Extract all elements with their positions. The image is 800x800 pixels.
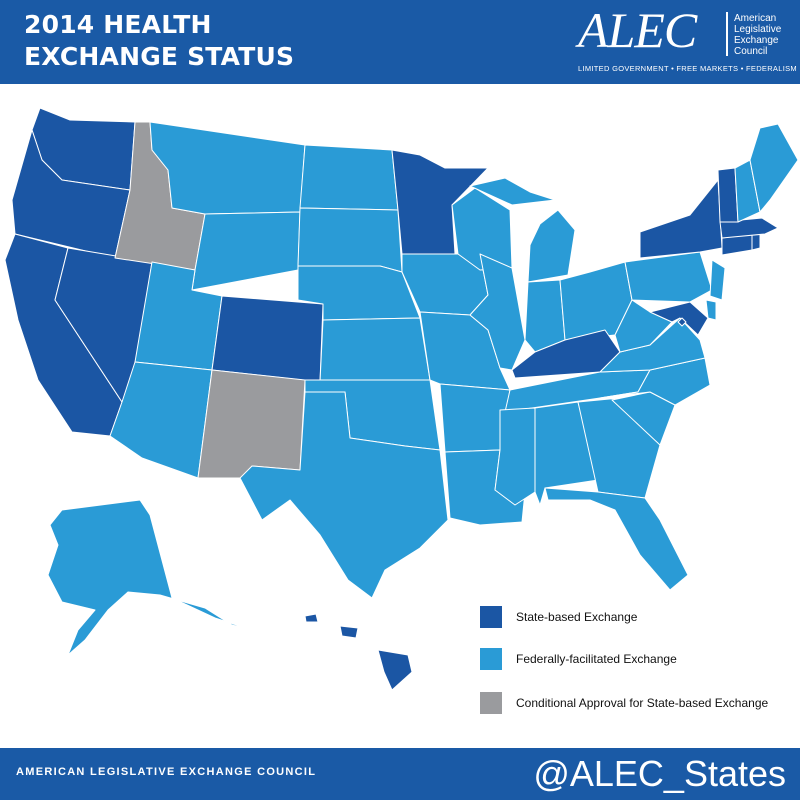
state-ND[interactable]	[299, 144, 399, 211]
state-MT[interactable]	[149, 121, 306, 215]
state-KS[interactable]	[319, 317, 431, 383]
state-TX[interactable]	[239, 391, 449, 599]
page-title: 2014 HEALTH EXCHANGE STATUS	[24, 9, 294, 73]
state-KY[interactable]	[511, 329, 621, 379]
state-CO[interactable]	[211, 295, 324, 383]
state-DC[interactable]	[677, 317, 687, 327]
legend-item-state-based: State-based Exchange	[480, 604, 637, 630]
state-MI[interactable]	[527, 209, 576, 283]
logo-wordmark: ALEC	[578, 2, 697, 58]
legend-label: Conditional Approval for State-based Exc…	[516, 696, 769, 710]
state-NJ[interactable]	[709, 259, 726, 301]
state-ME[interactable]	[749, 123, 799, 213]
alec-logo: ALEC American Legislative Exchange Counc…	[574, 2, 797, 76]
state-RI[interactable]	[751, 233, 761, 251]
us-map	[4, 107, 799, 691]
footer-banner: AMERICAN LEGISLATIVE EXCHANGE COUNCIL @A…	[0, 748, 800, 800]
legend-swatch	[480, 648, 502, 670]
state-MD[interactable]	[649, 301, 709, 336]
state-HI-maui[interactable]	[339, 625, 359, 639]
state-DE[interactable]	[705, 299, 717, 321]
legend-swatch	[480, 692, 502, 714]
legend-swatch	[480, 606, 502, 628]
logo-org-line: Exchange	[734, 35, 779, 46]
state-IL[interactable]	[469, 253, 526, 371]
state-HI-oahu[interactable]	[304, 613, 319, 623]
logo-org-line: Legislative	[734, 24, 782, 35]
legend-label: State-based Exchange	[516, 610, 638, 624]
footer-twitter-handle[interactable]: @ALEC_States	[533, 753, 786, 794]
legend-item-conditional: Conditional Approval for State-based Exc…	[480, 690, 768, 716]
title-line-2: EXCHANGE STATUS	[24, 42, 295, 71]
logo-org-line: American	[734, 13, 777, 24]
state-NM[interactable]	[197, 369, 306, 479]
state-PA[interactable]	[624, 251, 713, 303]
state-AK[interactable]	[47, 499, 253, 656]
logo-org-name: American Legislative Exchange Council	[734, 13, 794, 57]
state-MA[interactable]	[719, 217, 779, 239]
state-WY[interactable]	[191, 211, 301, 291]
logo-org-line: Council	[734, 46, 768, 57]
state-MS[interactable]	[494, 407, 536, 506]
state-FL[interactable]	[544, 487, 689, 591]
logo-tagline: LIMITED GOVERNMENT • FREE MARKETS • FEDE…	[578, 64, 797, 73]
state-NY[interactable]	[639, 179, 723, 259]
state-IN[interactable]	[524, 279, 566, 353]
state-HI-big[interactable]	[377, 649, 413, 691]
logo-divider	[726, 12, 728, 56]
state-MI-UP[interactable]	[469, 177, 556, 206]
state-SD[interactable]	[297, 207, 403, 273]
state-NC[interactable]	[599, 357, 711, 406]
header-banner: 2014 HEALTH EXCHANGE STATUS ALEC America…	[0, 0, 800, 84]
legend-item-federal: Federally-facilitated Exchange	[480, 646, 677, 672]
footer-org-name: AMERICAN LEGISLATIVE EXCHANGE COUNCIL	[16, 766, 317, 778]
legend-label: Federally-facilitated Exchange	[516, 652, 677, 666]
title-line-1: 2014 HEALTH	[24, 10, 212, 39]
